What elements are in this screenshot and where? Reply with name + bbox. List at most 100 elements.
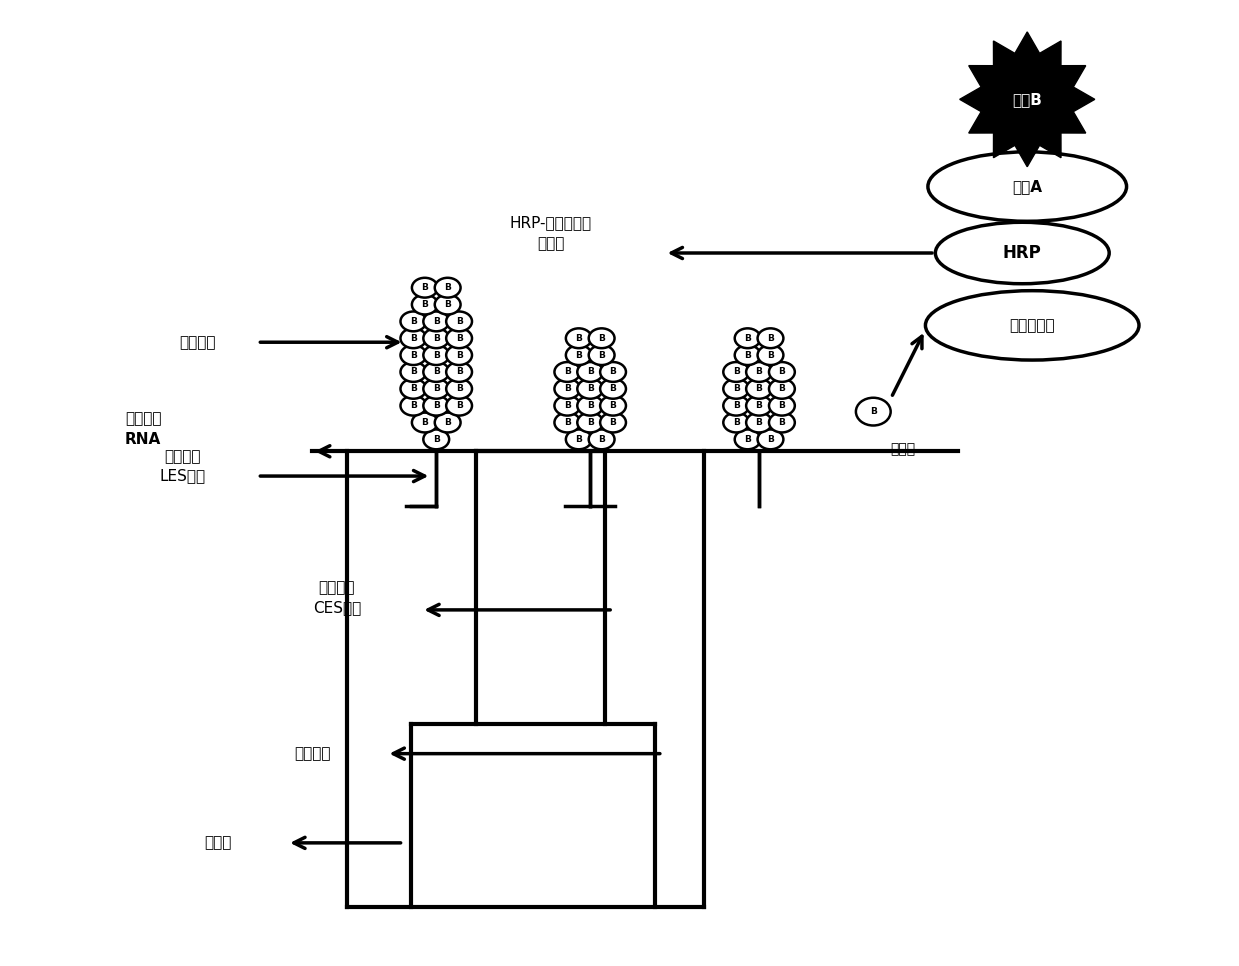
Text: B: B [410, 334, 416, 343]
Text: B: B [410, 351, 416, 359]
Ellipse shape [446, 379, 472, 399]
Text: B: B [456, 334, 462, 343]
Text: B: B [598, 334, 605, 343]
Ellipse shape [928, 152, 1126, 221]
Text: B: B [732, 401, 740, 411]
Text: B: B [564, 384, 571, 393]
Ellipse shape [424, 345, 450, 365]
Ellipse shape [600, 362, 626, 382]
Ellipse shape [424, 430, 450, 449]
Text: HRP-链霉亲和素
酶联物: HRP-链霉亲和素 酶联物 [509, 215, 591, 251]
Text: B: B [756, 418, 762, 427]
Ellipse shape [435, 295, 461, 315]
Ellipse shape [600, 396, 626, 415]
Ellipse shape [400, 328, 426, 348]
Ellipse shape [554, 412, 580, 433]
Ellipse shape [724, 412, 750, 433]
Ellipse shape [746, 412, 772, 433]
Text: B: B [445, 300, 451, 309]
Ellipse shape [757, 430, 783, 449]
Ellipse shape [577, 362, 603, 382]
Text: B: B [756, 401, 762, 411]
Text: B: B [432, 334, 440, 343]
Ellipse shape [446, 396, 472, 415]
Text: B: B [421, 283, 429, 292]
Ellipse shape [724, 379, 750, 399]
Text: B: B [587, 367, 593, 377]
Text: B: B [587, 401, 593, 411]
Ellipse shape [435, 412, 461, 433]
Ellipse shape [446, 362, 472, 382]
Text: B: B [564, 401, 571, 411]
Ellipse shape [769, 396, 794, 415]
Text: B: B [732, 418, 740, 427]
Ellipse shape [424, 311, 450, 331]
Ellipse shape [769, 379, 794, 399]
Ellipse shape [400, 379, 426, 399]
Text: B: B [587, 384, 593, 393]
Ellipse shape [554, 396, 580, 415]
Text: B: B [610, 367, 617, 377]
Ellipse shape [554, 362, 580, 382]
Text: B: B [432, 317, 440, 326]
Ellipse shape [589, 345, 615, 365]
Text: B: B [610, 384, 617, 393]
Text: B: B [456, 401, 462, 411]
Ellipse shape [566, 328, 592, 348]
Text: B: B [575, 435, 582, 444]
Ellipse shape [769, 412, 794, 433]
Text: B: B [432, 351, 440, 359]
Text: 包被探针: 包被探针 [294, 746, 331, 761]
Ellipse shape [424, 379, 450, 399]
Text: B: B [432, 367, 440, 377]
Ellipse shape [769, 362, 794, 382]
Text: B: B [732, 367, 740, 377]
Ellipse shape [724, 362, 750, 382]
Text: B: B [778, 367, 786, 377]
Text: B: B [432, 401, 440, 411]
Text: B: B [778, 384, 786, 393]
Text: B: B [432, 435, 440, 444]
Ellipse shape [757, 345, 783, 365]
Ellipse shape [566, 345, 592, 365]
Text: B: B [410, 384, 416, 393]
Text: 扩增产物
RNA: 扩增产物 RNA [125, 412, 161, 447]
Text: B: B [456, 367, 462, 377]
Text: B: B [767, 351, 774, 359]
Text: B: B [598, 435, 605, 444]
Ellipse shape [411, 412, 437, 433]
Ellipse shape [554, 379, 580, 399]
Ellipse shape [446, 311, 472, 331]
Ellipse shape [424, 328, 450, 348]
Ellipse shape [424, 396, 450, 415]
Ellipse shape [446, 328, 472, 348]
Ellipse shape [735, 328, 761, 348]
Text: B: B [575, 351, 582, 359]
Text: B: B [575, 334, 582, 343]
Text: B: B [767, 334, 774, 343]
Ellipse shape [746, 362, 772, 382]
Text: B: B [778, 418, 786, 427]
Ellipse shape [577, 396, 603, 415]
Text: B: B [456, 317, 462, 326]
Ellipse shape [566, 430, 592, 449]
Text: B: B [732, 384, 740, 393]
Text: B: B [745, 435, 751, 444]
Text: 链霉亲和素: 链霉亲和素 [1010, 318, 1056, 333]
Ellipse shape [577, 379, 603, 399]
Ellipse shape [589, 328, 615, 348]
Text: B: B [410, 401, 416, 411]
Text: B: B [445, 418, 451, 427]
Ellipse shape [589, 430, 615, 449]
Ellipse shape [724, 396, 750, 415]
Ellipse shape [411, 295, 437, 315]
Text: B: B [610, 401, 617, 411]
Text: B: B [456, 351, 462, 359]
Text: B: B [564, 418, 571, 427]
Text: B: B [745, 351, 751, 359]
Ellipse shape [746, 396, 772, 415]
Text: B: B [778, 401, 786, 411]
Text: B: B [445, 283, 451, 292]
Text: B: B [598, 351, 605, 359]
Ellipse shape [446, 345, 472, 365]
